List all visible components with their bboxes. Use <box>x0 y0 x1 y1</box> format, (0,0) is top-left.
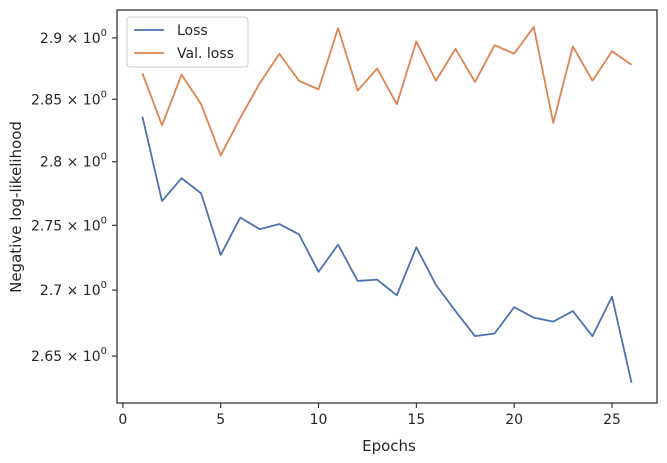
x-tick-label: 20 <box>505 412 523 428</box>
x-tick-label: 10 <box>310 412 328 428</box>
y-axis-label: Negative log-likelihood <box>7 121 25 293</box>
y-tick-label: 2.85 × 100 <box>31 89 107 108</box>
y-tick-label: 2.75 × 100 <box>31 215 107 234</box>
x-tick-label: 0 <box>118 412 127 428</box>
y-tick-label: 2.7 × 100 <box>40 280 107 299</box>
plot-frame <box>116 9 658 404</box>
x-axis-label: Epochs <box>362 437 416 455</box>
x-tick-label: 5 <box>216 412 225 428</box>
x-tick-label: 25 <box>603 412 621 428</box>
legend-label: Val. loss <box>177 46 234 62</box>
x-tick-label: 15 <box>407 412 425 428</box>
legend-label: Loss <box>177 23 208 39</box>
legend: Loss Val. loss <box>126 16 249 68</box>
series-line-loss <box>141 116 633 384</box>
y-tick-label: 2.9 × 100 <box>40 28 107 47</box>
y-tick-label: 2.65 × 100 <box>31 346 107 365</box>
series-line-val-loss <box>141 26 633 157</box>
y-tick-label: 2.8 × 100 <box>40 152 107 171</box>
